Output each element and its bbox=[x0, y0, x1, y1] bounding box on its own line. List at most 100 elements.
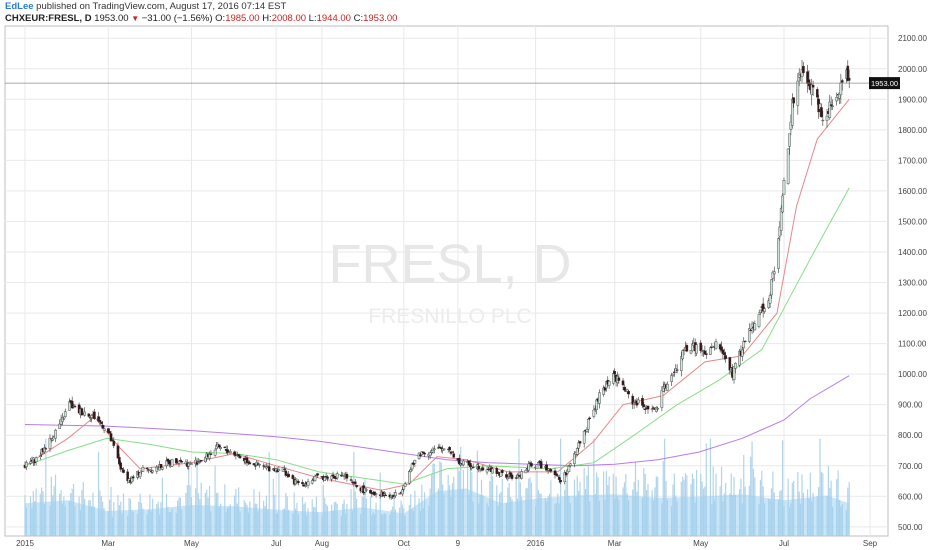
candle-body bbox=[391, 495, 394, 498]
candle-body bbox=[349, 479, 353, 481]
candle-body bbox=[724, 355, 727, 360]
candle-body bbox=[734, 362, 737, 369]
candle-body bbox=[198, 461, 202, 463]
moving-average-line-1 bbox=[24, 98, 850, 491]
candle-body bbox=[732, 366, 736, 380]
candle-body bbox=[118, 457, 121, 465]
candle-body bbox=[291, 475, 295, 479]
candle-body bbox=[650, 408, 654, 410]
candle-body bbox=[689, 350, 693, 354]
close-label: C: bbox=[353, 13, 364, 24]
x-tick-label: 9 bbox=[456, 539, 461, 548]
author-name[interactable]: EdLee bbox=[5, 1, 34, 12]
x-tick-label: Mar bbox=[608, 539, 622, 548]
candle-body bbox=[770, 279, 773, 296]
candle-body bbox=[699, 342, 703, 351]
candle-body bbox=[233, 451, 236, 456]
candle-body bbox=[70, 400, 74, 409]
candle-body bbox=[101, 424, 105, 429]
candle-body bbox=[524, 469, 528, 474]
candle-body bbox=[87, 413, 91, 417]
candle-body bbox=[345, 473, 349, 479]
open-value: 1985.00 bbox=[225, 13, 260, 24]
x-tick-label: Oct bbox=[398, 539, 411, 548]
candle-body bbox=[839, 82, 843, 96]
candle-body bbox=[213, 449, 217, 456]
candle-body bbox=[188, 462, 192, 464]
candle-body bbox=[641, 397, 644, 406]
candle-body bbox=[141, 466, 145, 472]
candle-body bbox=[448, 446, 451, 451]
y-tick-label: 1400.00 bbox=[898, 248, 927, 257]
candle-body bbox=[353, 481, 357, 485]
candle-body bbox=[598, 392, 601, 404]
candle-body bbox=[208, 453, 211, 459]
price-axis[interactable]: 500.00 600.00 700.00 800.00 900.00 1000.00 110… bbox=[898, 34, 927, 532]
candle-body bbox=[394, 492, 397, 496]
candle-body bbox=[573, 453, 576, 464]
candle-body bbox=[617, 377, 621, 381]
candle-body bbox=[585, 429, 589, 432]
candle-body bbox=[355, 485, 358, 488]
candle-body bbox=[741, 349, 744, 357]
candle-body bbox=[68, 401, 71, 411]
y-tick-label: 600.00 bbox=[898, 492, 923, 501]
candle-body bbox=[38, 455, 42, 457]
time-axis[interactable]: 2015 Mar May Jul Aug Oct 9 2016 Mar May Jul Sep bbox=[16, 539, 878, 548]
candle-body bbox=[179, 460, 182, 462]
candle-body bbox=[666, 384, 669, 391]
candle-body bbox=[679, 356, 683, 371]
candle-body bbox=[670, 375, 673, 382]
candle-body bbox=[559, 480, 562, 483]
candle-body bbox=[25, 462, 28, 467]
x-tick-label: Jul bbox=[779, 539, 789, 548]
candle-body bbox=[652, 407, 655, 409]
candle-body bbox=[111, 439, 114, 442]
candle-body bbox=[567, 466, 571, 473]
candle-body bbox=[120, 468, 124, 470]
volume-bar bbox=[214, 465, 216, 536]
candle-body bbox=[457, 457, 461, 465]
candle-body bbox=[728, 357, 732, 371]
candle-body bbox=[723, 352, 726, 355]
open-label: O: bbox=[215, 13, 226, 24]
y-tick-label: 1900.00 bbox=[898, 95, 927, 104]
candle-body bbox=[170, 459, 174, 467]
candle-body bbox=[786, 148, 790, 184]
candle-body bbox=[779, 208, 783, 231]
candle-body bbox=[477, 465, 481, 470]
last-price-badge bbox=[869, 77, 900, 90]
candle-body bbox=[262, 465, 265, 467]
candle-body bbox=[403, 483, 407, 487]
candle-body bbox=[410, 463, 414, 470]
volume-bar bbox=[781, 440, 784, 536]
symbol-name[interactable]: CHXEUR:FRESL, D bbox=[5, 13, 92, 24]
symbol-legend: CHXEUR:FRESL, D 1953.00 ▼ −31.00 (−1.56%… bbox=[5, 13, 397, 24]
candle-body bbox=[161, 467, 164, 470]
candle-body bbox=[685, 345, 689, 352]
candle-body bbox=[749, 329, 752, 332]
candle-body bbox=[51, 438, 55, 441]
candle-body bbox=[100, 421, 103, 424]
watermark-company: FRESNILLO PLC bbox=[368, 305, 531, 328]
candle-body bbox=[646, 405, 650, 410]
candle-body bbox=[720, 346, 723, 351]
x-tick-label: Sep bbox=[863, 539, 878, 548]
candle-body bbox=[704, 353, 708, 355]
candle-body bbox=[419, 454, 422, 457]
candle-body bbox=[254, 465, 257, 467]
candle-body bbox=[660, 390, 664, 408]
y-tick-label: 1300.00 bbox=[898, 279, 927, 288]
candle-body bbox=[229, 451, 232, 454]
x-tick-label: May bbox=[693, 539, 708, 548]
candle-body bbox=[582, 430, 586, 444]
x-tick-label: 2016 bbox=[527, 539, 545, 548]
candle-body bbox=[825, 115, 829, 121]
last-price: 1953.00 bbox=[94, 13, 129, 24]
candle-body bbox=[636, 399, 640, 404]
candle-body bbox=[627, 391, 630, 395]
moving-average-line-2 bbox=[24, 187, 850, 485]
candle-body bbox=[423, 452, 426, 455]
